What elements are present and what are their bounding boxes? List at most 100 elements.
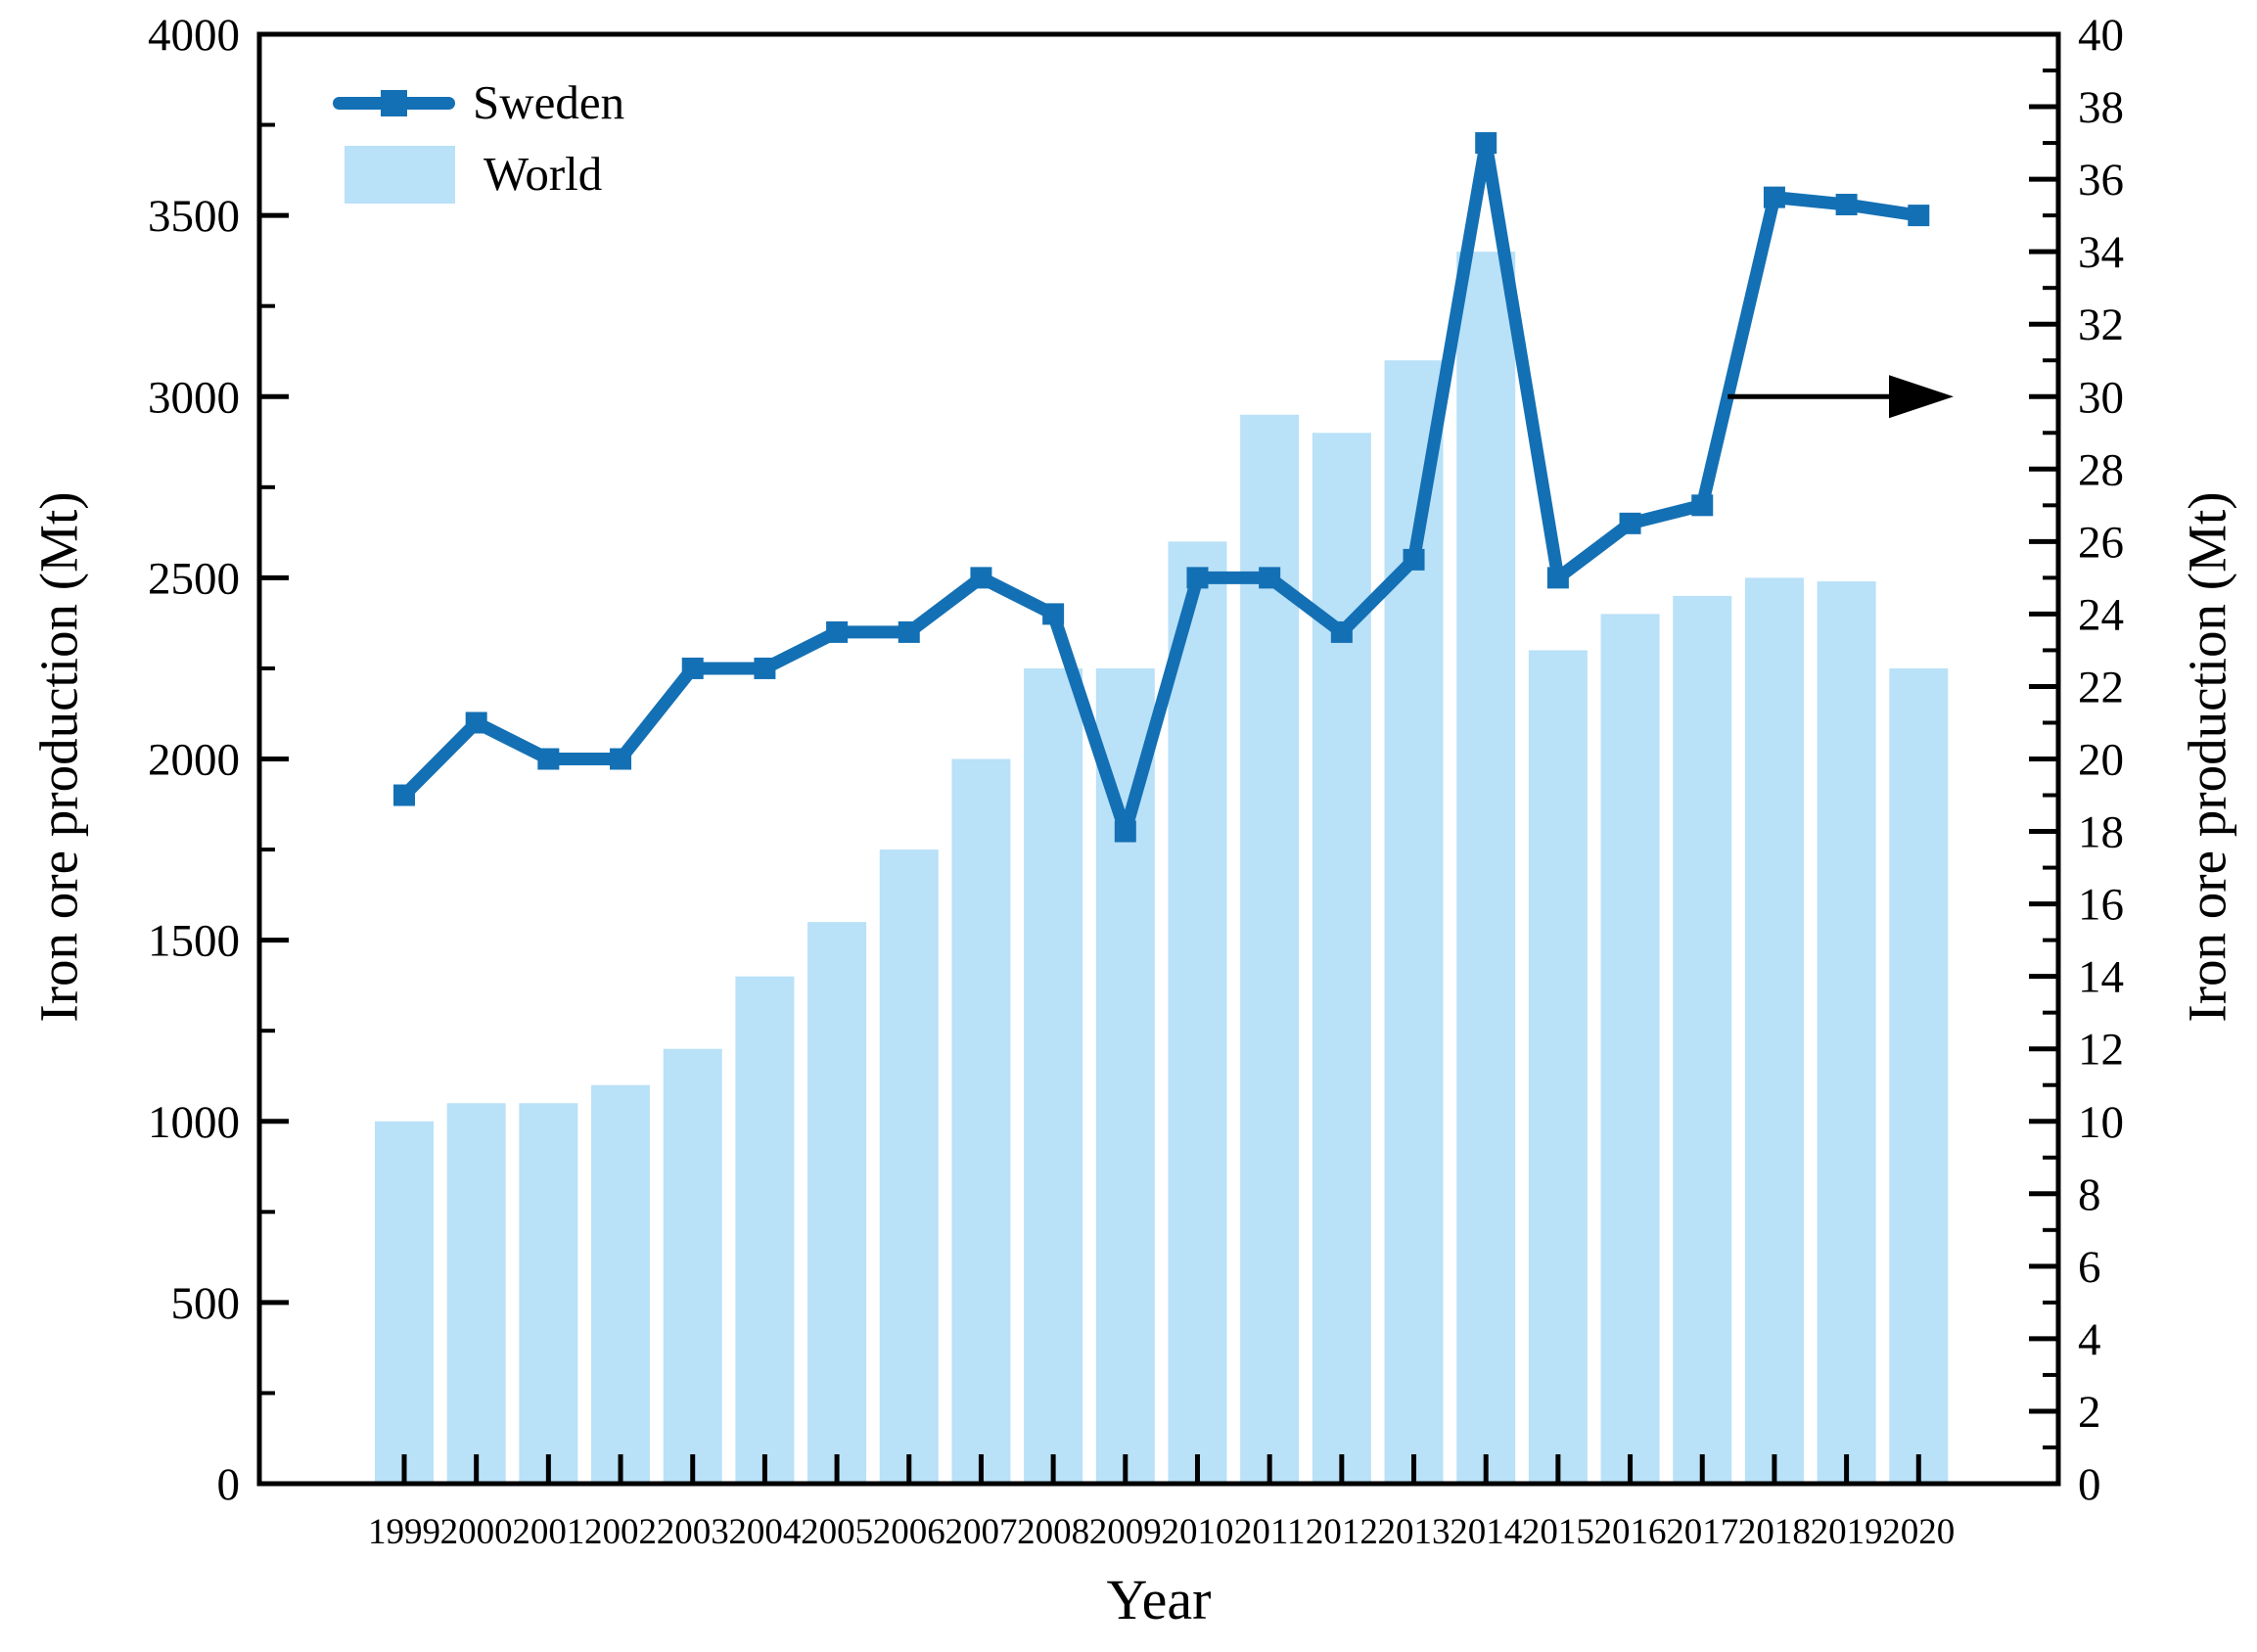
sweden-line-marker <box>1691 494 1714 517</box>
world-bar <box>1817 581 1876 1484</box>
left-axis-tick-label: 500 <box>171 1278 241 1329</box>
sweden-line-marker <box>1186 567 1209 589</box>
x-axis-tick-label: 2000 <box>440 1512 513 1552</box>
left-axis-tick-label: 1000 <box>148 1097 240 1148</box>
sweden-line-marker <box>1259 567 1281 589</box>
sweden-line-marker <box>1546 567 1569 589</box>
right-axis-tick-label: 22 <box>2078 662 2124 712</box>
x-axis-tick-label: 2007 <box>944 1512 1017 1552</box>
x-axis-tick-label: 2018 <box>1738 1512 1811 1552</box>
world-bar <box>1312 433 1371 1484</box>
legend-sweden-marker-icon <box>381 90 407 116</box>
x-axis-tick-label: 2001 <box>512 1512 584 1552</box>
right-axis-tick-label: 6 <box>2078 1242 2101 1293</box>
x-axis-tick-label: 2004 <box>728 1512 801 1552</box>
sweden-line-marker <box>1042 603 1065 625</box>
left-axis-tick-label: 2500 <box>148 553 240 604</box>
world-bar <box>807 922 867 1484</box>
world-bar <box>446 1103 506 1484</box>
sweden-line-marker <box>537 748 560 770</box>
x-axis-tick-label: 2017 <box>1666 1512 1738 1552</box>
x-axis-tick-label: 2012 <box>1306 1512 1378 1552</box>
x-axis-tick-label: 2002 <box>584 1512 657 1552</box>
x-axis-tick-label: 2006 <box>873 1512 945 1552</box>
right-axis-tick-label: 20 <box>2078 735 2124 786</box>
left-axis-tick-label: 4000 <box>148 10 240 61</box>
sweden-line-marker <box>393 784 415 806</box>
right-axis-tick-label: 8 <box>2078 1170 2101 1220</box>
world-bar <box>1168 541 1227 1484</box>
right-axis-tick-label: 38 <box>2078 82 2124 133</box>
right-axis-tick-label: 14 <box>2078 952 2124 1003</box>
x-axis-tick-label: 2003 <box>657 1512 729 1552</box>
left-axis-tick-label: 3500 <box>148 191 240 242</box>
left-axis-title: Iron ore production (Mt) <box>28 491 89 1023</box>
world-bar <box>519 1103 578 1484</box>
right-axis-tick-label: 12 <box>2078 1025 2124 1076</box>
world-bar <box>1095 667 1155 1484</box>
sweden-line-marker <box>1835 194 1858 216</box>
right-axis-tick-label: 18 <box>2078 807 2124 858</box>
sweden-line-marker <box>898 620 920 643</box>
right-axis-tick-label: 10 <box>2078 1097 2124 1148</box>
world-bar <box>375 1121 434 1484</box>
right-axis-tick-label: 24 <box>2078 589 2124 640</box>
x-axis-tick-label: 2014 <box>1450 1512 1522 1552</box>
left-axis-tick-label: 3000 <box>148 372 240 423</box>
sweden-line-marker <box>681 657 704 679</box>
sweden-line-marker <box>610 748 632 770</box>
legend-world-bar-swatch <box>345 146 455 204</box>
sweden-line-marker <box>1114 820 1136 843</box>
world-bar <box>1024 667 1083 1484</box>
right-axis-tick-label: 40 <box>2078 10 2124 61</box>
sweden-line-marker <box>1475 132 1497 155</box>
sweden-line-marker <box>970 567 992 589</box>
world-bar <box>1889 667 1949 1484</box>
world-bar <box>1456 252 1516 1484</box>
world-bar <box>1673 595 1732 1484</box>
sweden-line-marker <box>826 620 849 643</box>
left-axis-tick-label: 0 <box>217 1459 241 1510</box>
sweden-line-marker <box>754 657 776 679</box>
x-axis-title: Year <box>1106 1568 1212 1631</box>
x-axis-tick-label: 2011 <box>1234 1512 1306 1552</box>
sweden-line-marker <box>1619 512 1641 534</box>
sweden-line-marker <box>1763 186 1785 208</box>
legend-label-sweden: Sweden <box>473 75 625 129</box>
world-bar <box>1600 614 1660 1484</box>
x-axis-tick-label: 2008 <box>1017 1512 1089 1552</box>
sweden-line-marker <box>1330 620 1353 643</box>
legend-label-world: World <box>484 147 603 201</box>
right-axis-tick-label: 2 <box>2078 1387 2101 1438</box>
world-bar <box>951 758 1011 1484</box>
sweden-line <box>397 136 1925 839</box>
plot-border <box>256 31 2061 1487</box>
x-axis-tick-label: 2015 <box>1522 1512 1594 1552</box>
world-bar <box>735 976 795 1484</box>
x-axis-tick-label: 2016 <box>1594 1512 1667 1552</box>
annotation-arrow-head <box>1889 375 1954 419</box>
right-axis-tick-label: 28 <box>2078 444 2124 495</box>
world-bar <box>663 1048 722 1484</box>
x-axis-tick-label: 2020 <box>1882 1512 1955 1552</box>
world-bar <box>879 849 939 1484</box>
right-axis-tick-label: 26 <box>2078 517 2124 568</box>
sweden-line-marker <box>1908 205 1930 227</box>
right-axis-tick-label: 36 <box>2078 155 2124 206</box>
right-axis-tick-label: 16 <box>2078 880 2124 931</box>
world-bar <box>1528 650 1588 1484</box>
right-axis-tick-label: 0 <box>2078 1459 2101 1510</box>
right-axis-tick-label: 34 <box>2078 227 2124 278</box>
right-axis-title: Iron ore production (Mt) <box>2177 491 2237 1023</box>
left-axis-tick-label: 2000 <box>148 735 240 786</box>
right-axis-tick-label: 30 <box>2078 372 2124 423</box>
world-bar <box>591 1084 651 1484</box>
sweden-line-marker <box>1403 548 1425 571</box>
world-bar <box>1744 577 1804 1484</box>
x-axis-tick-label: 2009 <box>1089 1512 1162 1552</box>
right-axis-tick-label: 4 <box>2078 1314 2101 1365</box>
x-axis-tick-label: 2019 <box>1811 1512 1883 1552</box>
x-axis-tick-label: 1999 <box>368 1512 440 1552</box>
